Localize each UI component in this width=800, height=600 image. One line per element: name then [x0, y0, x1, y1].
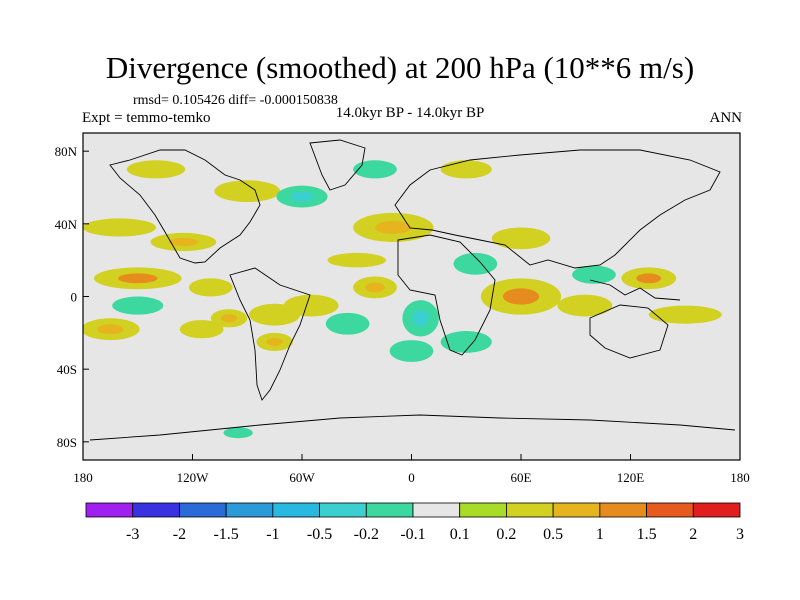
colorbar-swatch: [272, 502, 320, 518]
x-tick-label: 120W: [177, 470, 210, 485]
anomaly-blob: [491, 227, 551, 250]
coast-indonesia: [589, 279, 681, 301]
coast-eurasia: [394, 149, 721, 269]
anomaly-core: [266, 337, 283, 347]
y-tick-label: 40N: [55, 217, 78, 232]
coast-africa: [397, 234, 496, 356]
x-tick-label: 0: [408, 470, 415, 485]
colorbar-label: -0.1: [400, 526, 425, 543]
anomaly-blob: [179, 320, 224, 339]
y-tick-label: 40S: [57, 362, 77, 377]
anomaly-core: [365, 282, 385, 293]
colorbar-swatch: [646, 502, 694, 518]
colorbar-label: -1.5: [213, 526, 238, 543]
anomaly-blob: [283, 294, 339, 317]
colorbar: -3 -2 -1.5 -1 -0.5 -0.2 -0.1 0.1 0.2 0.5 1 1.5 2 3: [85, 502, 744, 543]
anomaly-blob: [325, 312, 370, 335]
colorbar-swatch: [599, 502, 647, 518]
colorbar-swatch: [506, 502, 554, 518]
colorbar-label: 1: [596, 526, 604, 543]
anomaly-blob: [389, 340, 434, 362]
colorbar-swatch: [365, 502, 414, 518]
x-axis: 180 120W 60W 0 60E 120E 180: [73, 454, 750, 485]
anomaly-blob: [440, 331, 492, 353]
anomaly-core: [412, 310, 429, 327]
coast-north-america: [109, 149, 261, 264]
colorbar-label: -2: [173, 526, 186, 543]
anomaly-blob: [327, 252, 386, 268]
colorbar-label: 0.2: [496, 526, 516, 543]
y-axis: 80N 40N 0 40S 80S: [55, 144, 89, 450]
coastlines: [89, 139, 736, 441]
season-label: ANN: [709, 110, 743, 126]
colorbar-label: 1.5: [637, 526, 657, 543]
chart-title: Divergence (smoothed) at 200 hPa (10**6 …: [105, 50, 695, 85]
coast-australia: [589, 304, 669, 359]
colorbar-label: 0.5: [543, 526, 563, 543]
x-tick-label: 180: [730, 470, 750, 485]
anomaly-blob: [353, 160, 397, 179]
colorbar-label: -0.2: [354, 526, 379, 543]
anomaly-core: [375, 220, 412, 235]
anomaly-blob: [440, 160, 492, 179]
colorbar-label: 0.1: [450, 526, 470, 543]
coast-greenland: [309, 139, 366, 191]
anomaly-core: [502, 288, 540, 305]
x-tick-label: 180: [73, 470, 93, 485]
anomaly-core: [220, 314, 238, 323]
colorbar-swatch: [85, 502, 134, 518]
y-tick-label: 80S: [57, 435, 77, 450]
anomaly-core: [118, 273, 158, 284]
colorbar-label: -0.5: [307, 526, 332, 543]
anomaly-blob: [453, 252, 498, 275]
experiment-label: Expt = temmo-temko: [82, 110, 211, 126]
anomaly-layer: [83, 160, 722, 439]
colorbar-label: 3: [736, 526, 744, 543]
colorbar-swatch: [132, 502, 180, 518]
anomaly-core: [636, 273, 662, 284]
colorbar-label: 2: [689, 526, 697, 543]
anomaly-blob: [214, 180, 281, 203]
colorbar-swatch: [692, 502, 741, 518]
anomaly-blob: [648, 305, 722, 324]
anomaly-blob: [126, 160, 186, 179]
anomaly-blob: [112, 296, 164, 315]
colorbar-swatch: [412, 502, 461, 518]
colorbar-swatch: [552, 502, 601, 518]
anomaly-blob: [223, 427, 253, 439]
y-tick-label: 0: [71, 290, 78, 305]
period-label: 14.0kyr BP - 14.0kyr BP: [335, 105, 485, 121]
coast-antarctica: [89, 414, 736, 441]
anomaly-blob: [572, 265, 616, 284]
colorbar-swatch: [179, 502, 227, 518]
colorbar-swatch: [459, 502, 507, 518]
x-tick-label: 120E: [617, 470, 645, 485]
anomaly-core: [168, 237, 199, 247]
colorbar-label: -1: [266, 526, 279, 543]
anomaly-core: [97, 324, 124, 335]
anomaly-blob: [188, 278, 233, 297]
anomaly-blob: [557, 294, 613, 317]
anomaly-core: [290, 191, 314, 202]
anomaly-blob: [83, 218, 156, 237]
y-tick-label: 80N: [55, 144, 78, 159]
colorbar-label: -3: [126, 526, 139, 543]
map-background: [83, 133, 740, 460]
coast-south-america: [229, 267, 311, 401]
colorbar-swatch: [225, 502, 274, 518]
x-tick-label: 60E: [511, 470, 532, 485]
x-tick-label: 60W: [289, 470, 315, 485]
colorbar-swatch: [319, 502, 367, 518]
stats-line: rmsd= 0.105426 diff= -0.000150838: [133, 93, 338, 108]
